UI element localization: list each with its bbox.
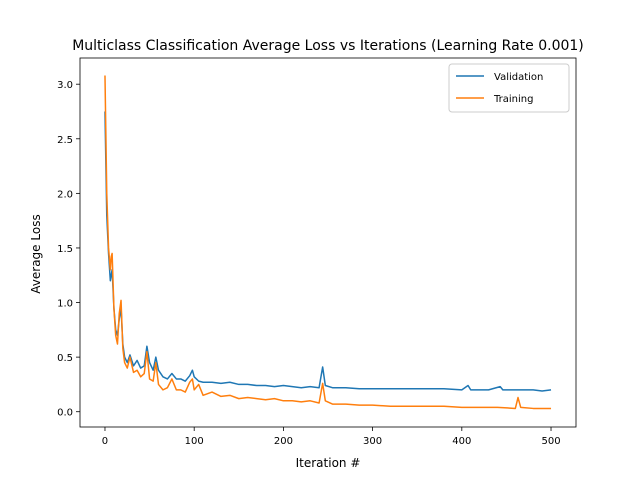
- x-axis-label: Iteration #: [296, 456, 361, 470]
- series-line-training: [104, 75, 552, 410]
- x-tick-label: 100: [185, 436, 204, 447]
- legend-label-validation: Validation: [494, 72, 543, 83]
- y-axis-label: Average Loss: [29, 214, 43, 293]
- y-tick-label: 0.5: [57, 353, 73, 364]
- chart-title: Multiclass Classification Average Loss v…: [72, 38, 584, 54]
- y-tick-label: 2.0: [57, 189, 73, 200]
- x-tick-label: 0: [102, 436, 108, 447]
- legend: Validation Training: [448, 63, 570, 113]
- x-tick-label: 400: [452, 436, 471, 447]
- axes-frame: [79, 57, 577, 428]
- series-line-validation: [104, 111, 552, 392]
- x-tick-label: 200: [274, 436, 293, 447]
- y-tick-label: 1.5: [57, 244, 73, 255]
- y-tick-label: 0.0: [57, 408, 73, 419]
- y-tick-label: 3.0: [57, 80, 73, 91]
- legend-label-training: Training: [493, 94, 533, 105]
- x-tick-label: 500: [541, 436, 560, 447]
- plot-area: [104, 75, 552, 410]
- y-tick-label: 2.5: [57, 135, 73, 146]
- y-tick-label: 1.0: [57, 299, 73, 310]
- x-tick-label: 300: [363, 436, 382, 447]
- axes: 0 100 200 300 400 500 0.0 0.5 1.0 1.5 2.0 2.5 3.0: [57, 57, 577, 447]
